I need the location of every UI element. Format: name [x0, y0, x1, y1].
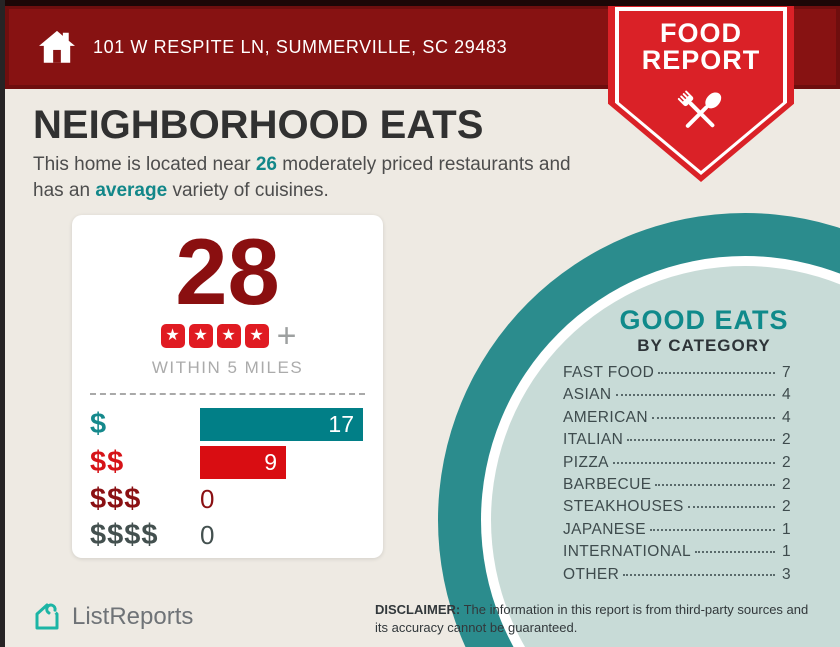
dot-leader	[655, 483, 775, 486]
address-text: 101 W RESPITE LN, SUMMERVILLE, SC 29483	[93, 36, 508, 57]
category-label: JAPANESE	[563, 520, 647, 538]
price-tier-label: $$$$	[90, 519, 159, 552]
category-row: STEAKHOUSES 2	[563, 498, 791, 520]
home-icon	[39, 30, 75, 63]
category-label: INTERNATIONAL	[563, 543, 692, 561]
disclaimer-text: The information in this report is from t…	[375, 602, 809, 635]
brand-name: ListReports	[72, 603, 194, 630]
ribbon-title-line1: FOOD	[660, 18, 742, 48]
category-count: 2	[781, 453, 791, 471]
star-icon: ★	[244, 324, 269, 349]
disclaimer-label: DISCLAIMER:	[375, 602, 461, 617]
star-icon: ★	[188, 324, 213, 349]
category-label: OTHER	[563, 565, 620, 583]
bar-value: 0	[200, 520, 215, 551]
dashed-divider	[90, 393, 365, 396]
category-label: ITALIAN	[563, 431, 624, 449]
price-tier-label: $$$	[90, 483, 142, 516]
price-bar-chart: $ 17 $$ 9 $$$	[90, 408, 365, 551]
price-tier-label: $	[90, 408, 108, 441]
price-row-4: $$$$ 0	[90, 519, 365, 552]
restaurant-count: 26	[255, 154, 277, 175]
category-label: AMERICAN	[563, 408, 649, 426]
listreports-logo: ListReports	[30, 600, 193, 634]
dot-leader	[650, 528, 775, 531]
bar-track: 17	[200, 408, 363, 442]
star-icon: ★	[160, 324, 185, 349]
price-row-2: $$ 9	[90, 446, 365, 480]
category-count: 1	[781, 543, 791, 561]
dot-leader	[623, 573, 775, 576]
category-row: PIZZA 2	[563, 454, 791, 476]
category-count: 2	[781, 475, 791, 493]
top-edge-border	[0, 0, 840, 6]
category-row: FAST FOOD 7	[563, 364, 791, 386]
intro-text: This home is located near 26 moderately …	[33, 152, 593, 203]
intro-text-after: variety of cuisines.	[167, 179, 329, 201]
dot-leader	[658, 372, 775, 374]
category-count: 4	[781, 386, 791, 404]
price-bar: 9	[200, 446, 286, 480]
star-icon: ★	[216, 324, 241, 349]
category-label: PIZZA	[563, 453, 609, 471]
dot-leader	[695, 551, 775, 554]
category-label: BARBECUE	[563, 475, 652, 493]
category-label: ASIAN	[563, 386, 612, 404]
star-rating: ★ ★ ★ ★ +	[90, 317, 365, 356]
listreports-house-icon	[35, 603, 59, 630]
dot-leader	[652, 416, 775, 419]
disclaimer: DISCLAIMER: The information in this repo…	[375, 601, 820, 636]
category-count: 3	[781, 565, 791, 583]
dot-leader	[615, 394, 775, 397]
variety-highlight: average	[95, 179, 168, 201]
bar-value: 17	[328, 411, 354, 438]
restaurant-stats-card: 28 ★ ★ ★ ★ + WITHIN 5 MILES $ 17 $$	[72, 215, 383, 558]
dot-leader	[687, 506, 775, 509]
ribbon-title-line2: REPORT	[641, 45, 761, 75]
radius-label: WITHIN 5 MILES	[151, 358, 304, 378]
category-row: OTHER 3	[563, 566, 791, 588]
category-row: ASIAN 4	[563, 386, 791, 408]
restaurant-total-count: 28	[175, 219, 280, 324]
category-count: 2	[781, 498, 791, 516]
category-list: FAST FOOD 7 ASIAN 4 AMERICAN 4 ITALIAN 2 PIZ…	[563, 364, 791, 588]
category-row: INTERNATIONAL 1	[563, 543, 791, 565]
dot-leader	[612, 461, 775, 464]
price-tier-label: $$	[90, 446, 125, 479]
category-count: 7	[781, 364, 791, 381]
category-row: JAPANESE 1	[563, 521, 791, 543]
intro-text-middle: moderately priced restaurants and has an	[33, 154, 571, 201]
plus-icon: +	[276, 317, 297, 356]
category-row: ITALIAN 2	[563, 431, 791, 453]
bar-value: 0	[200, 484, 215, 515]
left-edge-border	[0, 0, 5, 647]
good-eats-title: GOOD EATS	[619, 305, 789, 335]
crossed-spoon-fork-icon	[677, 90, 722, 128]
bar-value: 9	[264, 449, 277, 476]
page-title: NEIGHBORHOOD EATS	[33, 103, 484, 147]
dot-leader	[627, 439, 775, 442]
category-count: 4	[781, 408, 791, 426]
price-bar: 17	[200, 408, 363, 442]
category-count: 2	[781, 431, 791, 449]
category-row: AMERICAN 4	[563, 409, 791, 431]
food-report-ribbon: FOOD REPORT	[608, 0, 794, 182]
good-eats-subtitle: BY CATEGORY	[637, 336, 771, 355]
category-label: STEAKHOUSES	[563, 498, 684, 516]
category-row: BARBECUE 2	[563, 476, 791, 498]
intro-text-before: This home is located near	[33, 154, 256, 175]
category-count: 1	[781, 520, 791, 538]
bar-track: 9	[200, 446, 363, 480]
category-label: FAST FOOD	[563, 364, 655, 381]
price-row-1: $ 17	[90, 408, 365, 442]
price-row-3: $$$ 0	[90, 483, 365, 516]
